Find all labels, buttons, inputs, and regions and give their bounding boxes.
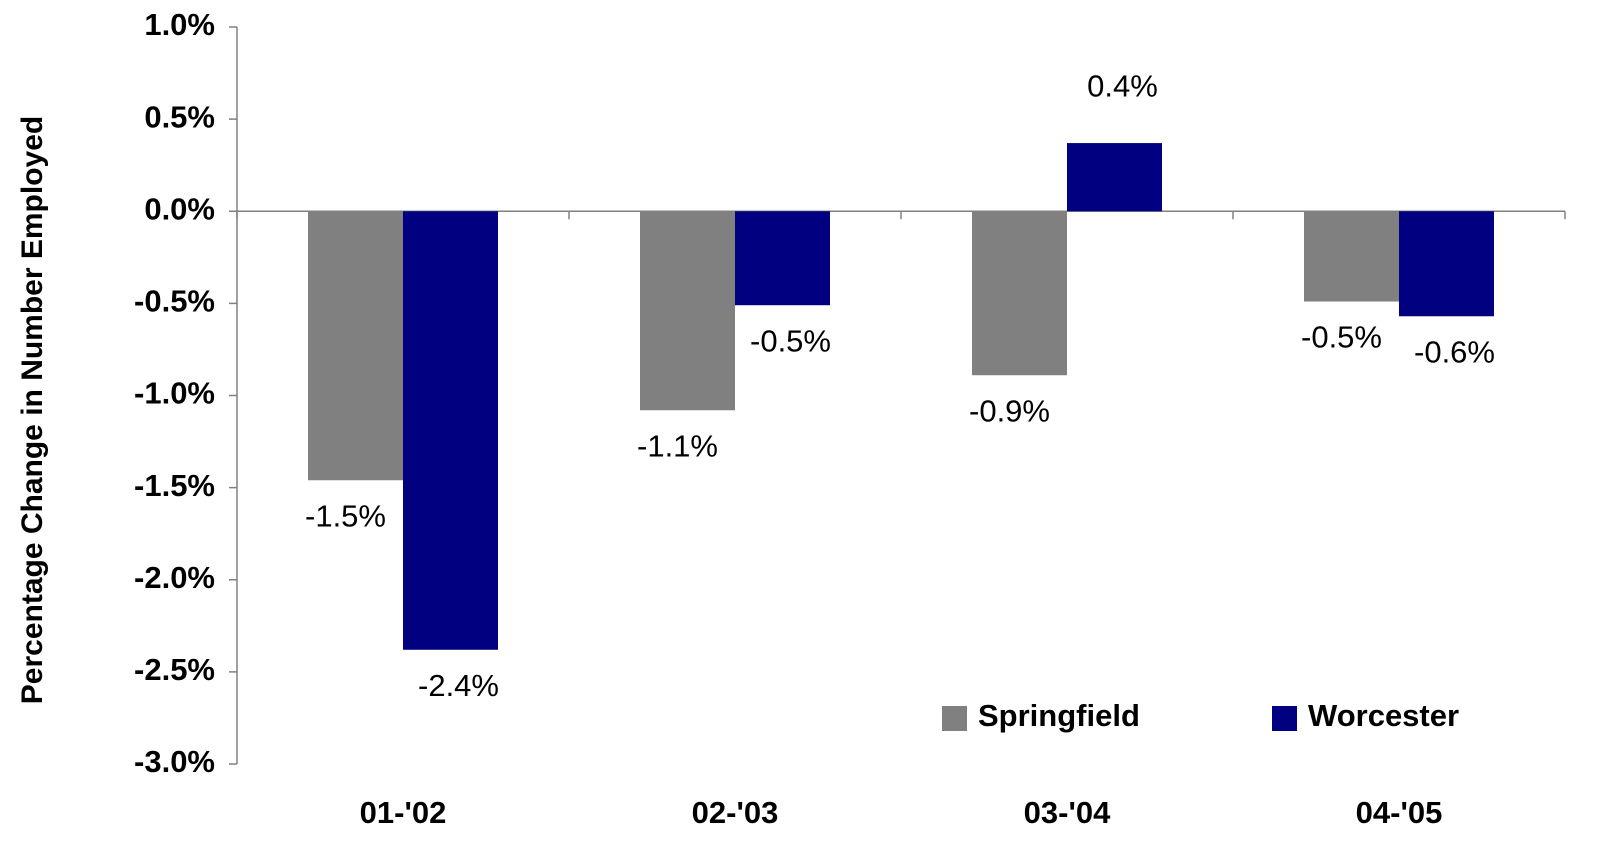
- bar: [308, 211, 403, 481]
- x-tick-label: 02-'03: [692, 795, 779, 830]
- bar: [403, 211, 498, 650]
- y-tick-label: 0.0%: [144, 191, 215, 226]
- bar: [1304, 211, 1399, 302]
- y-tick-label: -2.5%: [134, 652, 215, 687]
- value-label: 0.4%: [1087, 68, 1158, 103]
- y-tick-label: -2.0%: [134, 560, 215, 595]
- legend-swatch: [1272, 706, 1297, 731]
- legend-label: Springfield: [978, 698, 1140, 733]
- x-tick-label: 04-'05: [1356, 795, 1443, 830]
- y-tick-label: -1.5%: [134, 468, 215, 503]
- value-label: -0.9%: [969, 393, 1050, 428]
- y-tick-label: -3.0%: [134, 744, 215, 779]
- bar: [1067, 143, 1162, 212]
- x-tick-label: 01-'02: [360, 795, 447, 830]
- value-label: -0.5%: [1301, 320, 1382, 355]
- value-label: -2.4%: [418, 668, 499, 703]
- legend-label: Worcester: [1308, 698, 1459, 733]
- bar: [972, 211, 1067, 376]
- y-tick-label: -1.0%: [134, 376, 215, 411]
- y-tick-label: 0.5%: [144, 99, 215, 134]
- bar: [1399, 211, 1494, 317]
- bar: [735, 211, 830, 306]
- value-label: -1.1%: [637, 428, 718, 463]
- y-tick-label: 1.0%: [144, 7, 215, 42]
- value-label: -1.5%: [305, 498, 386, 533]
- value-label: -0.5%: [750, 323, 831, 358]
- y-axis-title: Percentage Change in Number Employed: [16, 116, 49, 704]
- x-tick-label: 03-'04: [1024, 795, 1111, 830]
- value-label: -0.6%: [1414, 334, 1495, 369]
- bar: [640, 211, 735, 411]
- y-tick-label: -0.5%: [134, 284, 215, 319]
- legend-swatch: [942, 706, 967, 731]
